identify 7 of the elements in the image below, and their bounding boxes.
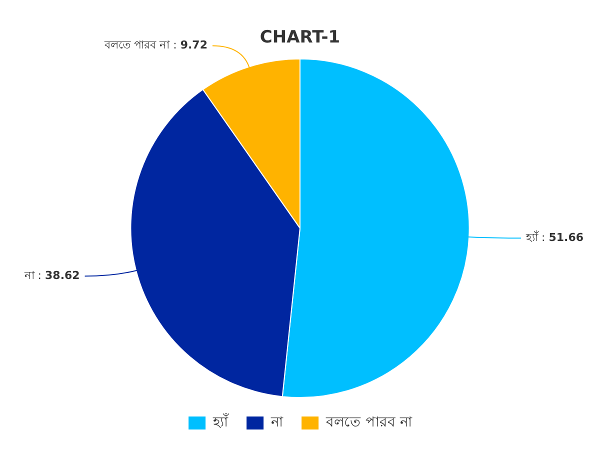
data-label: হ্যাঁ : 51.66 <box>525 230 584 244</box>
legend-label: হ্যাঁ <box>212 414 230 431</box>
data-label: না : 38.62 <box>23 268 80 282</box>
data-label: বলতে পারব না : 9.72 <box>104 38 208 52</box>
chart-title: CHART-1 <box>260 28 340 48</box>
legend-label: বলতে পারব না <box>325 414 413 431</box>
legend-label: না <box>270 414 284 431</box>
